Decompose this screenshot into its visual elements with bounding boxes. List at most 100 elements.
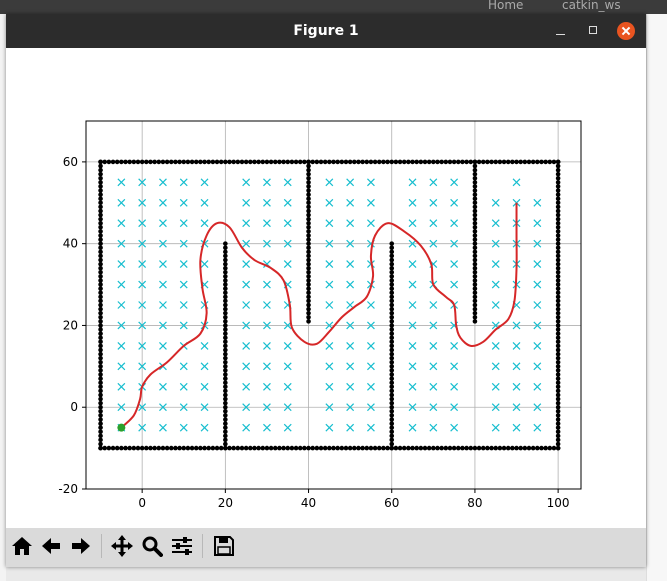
- y-tick-label: -20: [58, 482, 78, 496]
- obstacle-point: [555, 404, 561, 410]
- obstacle-point: [389, 437, 395, 443]
- obstacle-point: [223, 253, 228, 259]
- obstacle-point: [401, 445, 407, 451]
- plot-svg[interactable]: 0 20 40 60 80 100 -20 0 20 40 60: [6, 48, 646, 528]
- obstacle-point: [144, 445, 149, 451]
- grid-point-marker: [263, 178, 271, 187]
- obstacle-point: [351, 445, 357, 451]
- obstacle-point: [98, 175, 103, 181]
- grid-point-marker: [367, 403, 375, 412]
- obstacle-point: [223, 306, 228, 312]
- obstacle-point: [164, 445, 170, 451]
- obstacle-point: [472, 286, 478, 291]
- grid-point-marker: [491, 301, 500, 309]
- obstacle-point: [223, 241, 228, 246]
- obstacle-point: [476, 445, 482, 451]
- obstacle-point: [243, 445, 249, 451]
- grid-point-marker: [408, 403, 417, 412]
- grid-point-marker: [117, 280, 126, 289]
- zoom-button[interactable]: [139, 533, 165, 559]
- obstacle-point: [555, 204, 561, 210]
- obstacle-point: [98, 417, 103, 422]
- obstacle-point: [555, 388, 561, 394]
- minimize-button[interactable]: [552, 22, 570, 40]
- obstacle-point: [526, 445, 532, 451]
- obstacle-point: [272, 159, 278, 165]
- grid-point-marker: [512, 321, 521, 330]
- home-button[interactable]: [9, 533, 35, 559]
- obstacle-point: [555, 175, 561, 181]
- obstacle-point: [152, 159, 157, 165]
- obstacle-point: [98, 294, 103, 300]
- figure-canvas[interactable]: 0 20 40 60 80 100 -20 0 20 40 60: [6, 48, 646, 528]
- obstacle-point: [460, 445, 465, 451]
- grid-point-marker: [450, 178, 459, 187]
- obstacle-point: [555, 380, 561, 385]
- grid-point-marker: [450, 260, 459, 269]
- obstacle-point: [189, 159, 195, 165]
- obstacle-point: [435, 159, 440, 165]
- grid-point-marker: [179, 178, 188, 187]
- obstacle-point: [472, 208, 478, 214]
- obstacle-point: [98, 404, 103, 410]
- grid-point-marker: [533, 382, 542, 391]
- obstacle-point: [223, 302, 228, 308]
- obstacle-point: [472, 180, 478, 185]
- obstacle-point: [347, 159, 353, 165]
- obstacle-point: [472, 298, 478, 304]
- grid-point-marker: [346, 321, 355, 330]
- grid-point-marker: [325, 219, 334, 228]
- save-button[interactable]: [211, 533, 237, 559]
- obstacle-point: [185, 445, 191, 451]
- back-button[interactable]: [38, 533, 64, 559]
- obstacle-point: [306, 290, 311, 296]
- obstacle-point: [223, 388, 228, 394]
- obstacle-point: [193, 159, 199, 165]
- grid-point-marker: [408, 321, 417, 330]
- obstacle-point: [268, 445, 274, 451]
- obstacle-point: [389, 241, 395, 246]
- obstacle-point: [555, 216, 561, 222]
- obstacle-point: [119, 159, 124, 165]
- title-bar[interactable]: Figure 1: [6, 14, 646, 48]
- obstacle-point: [223, 282, 228, 287]
- obstacle-point: [389, 306, 395, 312]
- plot-area: [86, 121, 581, 489]
- close-button[interactable]: [617, 22, 635, 40]
- obstacle-point: [555, 192, 561, 197]
- forward-button[interactable]: [68, 533, 94, 559]
- grid-point-marker: [533, 219, 542, 228]
- obstacle-point: [368, 159, 374, 165]
- obstacle-point: [389, 327, 395, 332]
- obstacle-point: [239, 445, 245, 451]
- obstacle-point: [555, 163, 561, 169]
- obstacle-point: [223, 290, 228, 296]
- obstacle-point: [223, 441, 228, 447]
- obstacle-point: [223, 400, 228, 406]
- obstacle-point: [306, 196, 311, 201]
- obstacle-point: [306, 220, 311, 226]
- obstacle-point: [306, 249, 311, 255]
- grid-point-marker: [491, 219, 500, 228]
- obstacle-point: [472, 302, 478, 308]
- obstacle-point: [389, 331, 395, 336]
- obstacle-point: [98, 445, 103, 451]
- maximize-button[interactable]: [585, 22, 603, 40]
- obstacle-point: [555, 229, 561, 234]
- obstacle-point: [414, 445, 419, 451]
- obstacle-point: [555, 323, 561, 328]
- obstacle-point: [555, 261, 561, 267]
- grid-point-marker: [533, 239, 542, 248]
- obstacle-point: [422, 445, 428, 451]
- configure-subplots-button[interactable]: [169, 533, 195, 559]
- grid-point-marker: [179, 260, 188, 269]
- obstacle-point: [223, 327, 228, 332]
- obstacle-point: [131, 159, 137, 165]
- obstacle-point: [185, 159, 191, 165]
- pan-button[interactable]: [109, 533, 135, 559]
- grid-point-marker: [242, 178, 251, 187]
- obstacle-point: [555, 298, 561, 304]
- obstacle-point: [223, 314, 228, 320]
- obstacle-point: [98, 388, 103, 394]
- grid-point-marker: [491, 423, 500, 432]
